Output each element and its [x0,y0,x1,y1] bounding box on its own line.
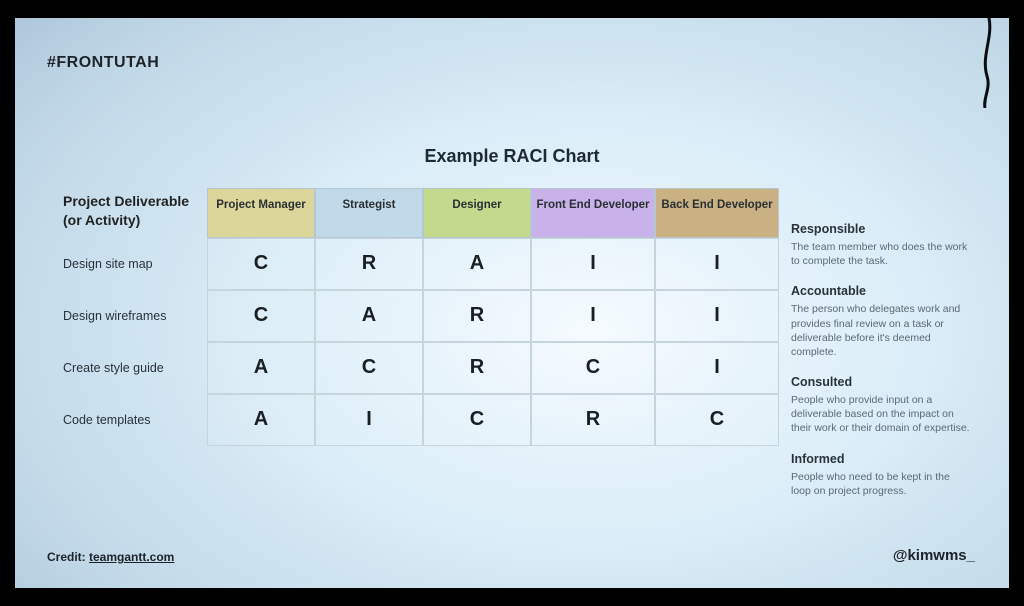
legend-desc: People who provide input on a deliverabl… [791,393,971,436]
raci-cell: A [423,238,531,290]
raci-cell: R [423,342,531,394]
raci-cell: I [655,342,779,394]
legend-desc: The person who delegates work and provid… [791,302,971,359]
raci-cell: C [655,394,779,446]
raci-cell: R [423,290,531,342]
chart-wrap: Project Deliverable(or Activity)Project … [59,188,971,514]
slide-stage: #FRONTUTAH Example RACI Chart Project De… [15,18,1009,588]
row-label: Design site map [59,238,207,290]
raci-cell: R [315,238,423,290]
raci-cell: I [531,290,655,342]
raci-cell: C [315,342,423,394]
column-header: Back End Developer [655,188,779,238]
column-header: Designer [423,188,531,238]
legend-title: Informed [791,452,971,466]
hashtag-label: #FRONTUTAH [47,54,159,72]
row-label: Design wireframes [59,290,207,342]
credit-link: teamgantt.com [89,550,174,564]
raci-cell: A [207,342,315,394]
legend-title: Responsible [791,222,971,236]
raci-cell: A [207,394,315,446]
row-label: Code templates [59,394,207,446]
raci-cell: C [207,290,315,342]
row-label: Create style guide [59,342,207,394]
corner-label: Project Deliverable(or Activity) [59,188,207,238]
credit-prefix: Credit: [47,550,89,564]
legend-title: Accountable [791,284,971,298]
column-header: Project Manager [207,188,315,238]
raci-cell: I [315,394,423,446]
raci-legend: Responsible The team member who does the … [791,188,971,514]
slide-title: Example RACI Chart [15,146,1009,167]
twitter-handle: @kimwms_ [893,547,975,564]
raci-cell: C [207,238,315,290]
credit-line: Credit: teamgantt.com [47,550,174,564]
legend-block: Consulted People who provide input on a d… [791,375,971,436]
raci-cell: I [655,290,779,342]
raci-cell: I [531,238,655,290]
column-header: Front End Developer [531,188,655,238]
legend-block: Responsible The team member who does the … [791,222,971,268]
column-header: Strategist [315,188,423,238]
corner-label-line1: Project Deliverable [63,192,201,211]
raci-cell: C [531,342,655,394]
raci-table: Project Deliverable(or Activity)Project … [59,188,779,514]
legend-block: Informed People who need to be kept in th… [791,452,971,498]
legend-desc: People who need to be kept in the loop o… [791,470,971,498]
raci-cell: A [315,290,423,342]
cable-decoration [971,18,1001,108]
corner-label-line2: (or Activity) [63,211,201,230]
raci-cell: I [655,238,779,290]
raci-cell: R [531,394,655,446]
legend-title: Consulted [791,375,971,389]
legend-desc: The team member who does the work to com… [791,240,971,268]
legend-block: Accountable The person who delegates work… [791,284,971,359]
raci-cell: C [423,394,531,446]
